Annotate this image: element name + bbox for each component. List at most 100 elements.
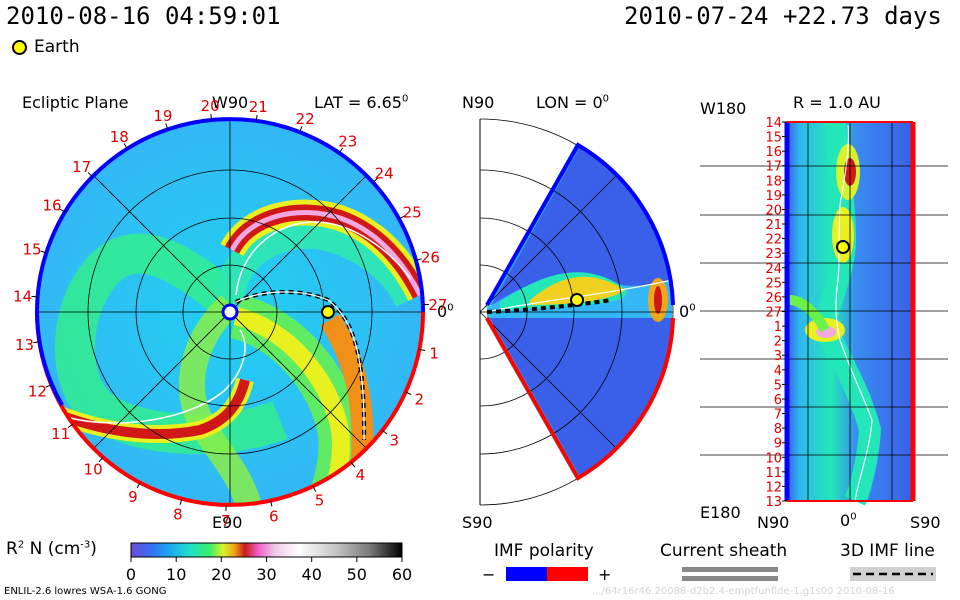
strip-rot-label: 11	[765, 466, 782, 481]
ecliptic-rot-label: 23	[338, 133, 357, 151]
imf-minus-label: −	[482, 565, 496, 584]
ecliptic-rot-label: 9	[128, 488, 138, 506]
ecliptic-rot-label: 2	[415, 390, 425, 408]
strip-rot-label: 7	[774, 408, 782, 423]
ecliptic-rot-label: 13	[15, 336, 34, 354]
colorbar-tick-label: 10	[166, 565, 186, 584]
strip-rot-label: 19	[765, 189, 782, 204]
earth-marker-meridional	[570, 293, 584, 307]
strip-title: R = 1.0 AU	[793, 93, 881, 112]
ecliptic-rot-tick	[350, 461, 356, 468]
strip-bottom-left-label: E180	[700, 503, 741, 522]
strip-rot-label: 10	[765, 451, 782, 466]
strip-rot-label: 18	[765, 174, 782, 189]
ecliptic-rot-tick	[59, 208, 66, 213]
ecliptic-rot-tick	[255, 114, 258, 121]
ecliptic-rot-label: 7	[221, 512, 231, 530]
strip-rot-label: 3	[774, 349, 782, 364]
ecliptic-rot-label: 26	[421, 248, 440, 266]
ecliptic-rot-tick	[98, 456, 104, 463]
ecliptic-rot-label: 8	[173, 505, 183, 523]
ecliptic-rot-label: 10	[84, 461, 103, 479]
meridional-plane	[479, 118, 675, 506]
ecliptic-rot-label: 12	[28, 383, 47, 401]
ecliptic-rot-label: 3	[390, 432, 400, 450]
colorbar-label: R2 N (cm-3)	[6, 539, 97, 559]
strip-rot-label: 13	[765, 495, 782, 510]
ecliptic-rot-tick	[45, 384, 52, 388]
strip-s90-label: S90	[910, 513, 941, 532]
ecliptic-rot-tick	[338, 147, 344, 154]
strip-rot-label: 6	[774, 393, 782, 408]
earth-legend-label: Earth	[34, 37, 80, 57]
strip-zero-label: 00	[840, 511, 857, 530]
strip-rot-label: 26	[765, 291, 782, 306]
ecliptic-rot-tick	[33, 341, 40, 344]
ecliptic-rot-label: 20	[201, 97, 220, 115]
meridional-zero-label: 00	[679, 302, 696, 321]
colorbar-tick-label: 30	[256, 565, 276, 584]
earth-marker-strip	[836, 240, 850, 254]
strip-rot-label: 8	[774, 422, 782, 437]
imf-polarity-title: IMF polarity	[494, 541, 594, 561]
current-sheath-title: Current sheath	[660, 541, 788, 561]
ecliptic-bottom-label: E90	[212, 513, 243, 532]
imf3d-title: 3D IMF line	[840, 541, 935, 561]
ecliptic-rim-negative	[35, 117, 425, 313]
ecliptic-rot-label: 18	[110, 128, 129, 146]
sun-inner-boundary	[221, 303, 239, 321]
run-id-label: .../64r16r46.20088-d2b2.4-emptfunflde-1.…	[592, 586, 895, 597]
strip-rot-label: 27	[765, 306, 782, 321]
density-colorbar	[130, 542, 403, 558]
reference-label: 2010-07-24 +22.73 days	[624, 2, 942, 30]
imf-negative-swatch	[506, 567, 547, 581]
datetime-label: 2010-08-16 04:59:01	[6, 2, 281, 30]
imf-positive-swatch	[547, 567, 588, 581]
ecliptic-rot-label: 21	[249, 98, 268, 116]
ecliptic-title: Ecliptic Plane	[22, 93, 129, 112]
ecliptic-rot-label: 14	[13, 288, 32, 306]
ecliptic-rot-tick	[40, 250, 47, 254]
meridional-top-label: N90	[462, 93, 495, 112]
ecliptic-rot-label: 11	[51, 425, 70, 443]
ecliptic-rot-label: 4	[356, 466, 366, 484]
current-sheath-swatch	[682, 567, 778, 572]
strip-rot-label: 15	[765, 131, 782, 146]
ecliptic-top-label: W90	[212, 93, 249, 112]
ecliptic-rot-label: 22	[296, 110, 315, 128]
strip-rot-label: 24	[765, 262, 782, 277]
ecliptic-zero-label: 00	[437, 302, 454, 321]
strip-top-left-label: W180	[700, 99, 747, 118]
ecliptic-rot-tick	[312, 485, 317, 492]
imf-plus-label: +	[598, 565, 612, 584]
ecliptic-rot-tick	[165, 123, 169, 130]
ecliptic-rot-tick	[415, 258, 422, 261]
strip-rot-label: 21	[765, 218, 782, 233]
ecliptic-rot-tick	[179, 498, 183, 505]
strip-n90-label: N90	[757, 513, 790, 532]
strip-rot-label: 5	[774, 378, 782, 393]
colorbar-tick-label: 0	[126, 565, 136, 584]
colorbar-tick-label: 40	[302, 565, 322, 584]
strip-rot-label: 23	[765, 247, 782, 262]
ecliptic-rot-tick	[270, 500, 273, 507]
lat-label: LAT = 6.650	[314, 93, 409, 112]
meridional-bottom-label: S90	[462, 513, 493, 532]
model-label: ENLIL-2.6 lowres WSA-1.6 GONG	[4, 586, 167, 597]
ecliptic-rot-tick	[372, 178, 378, 183]
ecliptic-rot-label: 19	[153, 107, 172, 125]
lon-label: LON = 00	[536, 93, 610, 112]
ecliptic-rot-tick	[419, 348, 426, 351]
earth-marker-ecliptic	[321, 305, 335, 319]
earth-legend-icon	[12, 40, 27, 55]
ecliptic-rot-tick	[136, 482, 141, 489]
ecliptic-rot-tick	[31, 295, 38, 298]
ecliptic-rot-tick	[87, 172, 93, 178]
ecliptic-rot-label: 27	[428, 296, 447, 314]
strip-plot	[700, 120, 948, 506]
strip-rotation-labels: 1415161718192021222324252627123456789101…	[765, 116, 787, 510]
strip-rot-label: 2	[774, 335, 782, 350]
ecliptic-rot-tick	[123, 143, 128, 149]
